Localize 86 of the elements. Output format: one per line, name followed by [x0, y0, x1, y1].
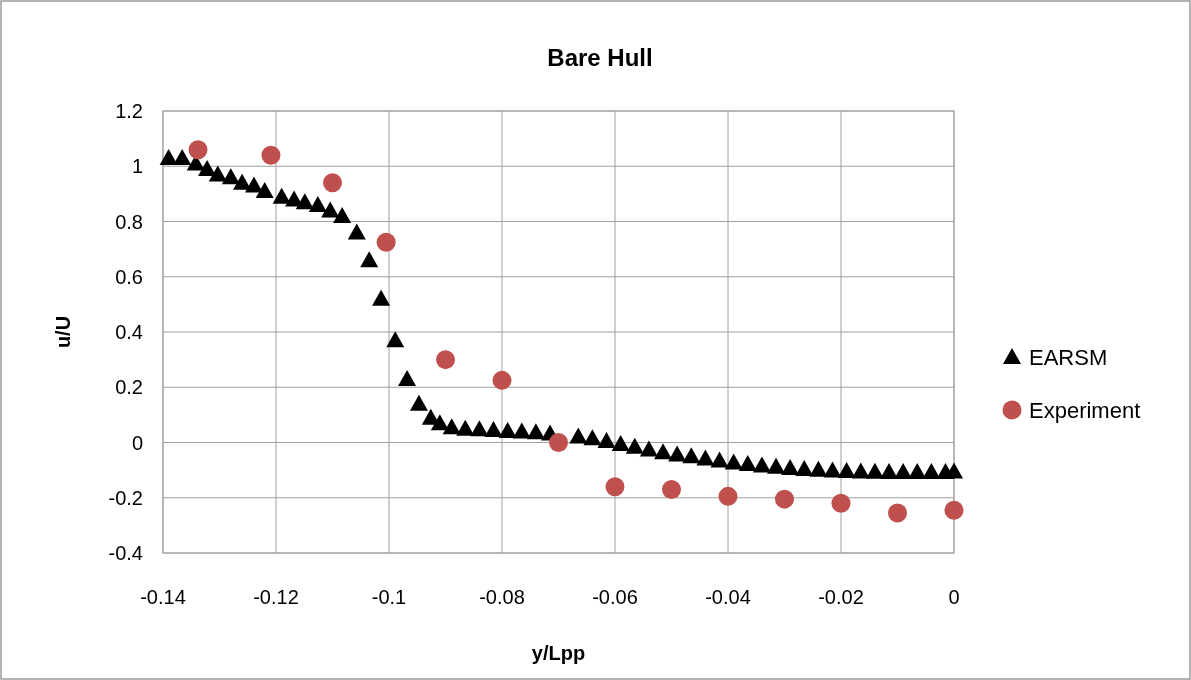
x-tick-label: -0.06 — [592, 586, 638, 608]
point — [724, 453, 743, 470]
point — [738, 455, 757, 472]
point — [583, 429, 602, 446]
point — [662, 479, 681, 499]
point — [398, 369, 417, 386]
point — [376, 232, 396, 252]
point — [775, 489, 794, 509]
point — [372, 289, 391, 306]
chart-title: Bare Hull — [547, 44, 653, 71]
point — [323, 173, 342, 193]
point — [549, 433, 568, 452]
point — [347, 223, 366, 240]
point — [272, 187, 291, 204]
point — [809, 460, 828, 477]
x-tick-label: -0.12 — [253, 586, 299, 608]
y-tick-label: -0.4 — [108, 542, 143, 564]
point — [470, 420, 489, 437]
point — [512, 422, 531, 439]
point — [639, 440, 658, 457]
point — [430, 414, 449, 431]
point — [922, 463, 941, 480]
point — [888, 503, 907, 523]
point — [625, 437, 644, 454]
point — [908, 463, 927, 480]
x-axis-title: y/Lpp — [531, 642, 586, 664]
y-tick-label: 0.2 — [115, 376, 143, 399]
y-axis-title: u/U — [52, 315, 74, 349]
point — [308, 195, 327, 212]
point — [767, 457, 786, 474]
point — [823, 461, 842, 478]
point — [261, 145, 281, 165]
y-tick-label: 1.2 — [115, 100, 143, 122]
point — [752, 456, 771, 473]
legend-label: Experiment — [1029, 398, 1141, 423]
y-tick-label: 1 — [131, 155, 143, 178]
point — [360, 251, 379, 268]
point — [865, 462, 884, 479]
point — [386, 331, 405, 348]
point — [442, 418, 461, 435]
point — [409, 394, 428, 411]
point — [436, 350, 455, 370]
point — [696, 449, 715, 466]
point — [569, 427, 588, 444]
point — [255, 182, 274, 199]
point — [597, 432, 616, 449]
y-tick-label: 0.6 — [115, 265, 143, 288]
point — [498, 421, 517, 438]
point — [611, 434, 630, 451]
point — [173, 148, 192, 165]
point — [492, 370, 512, 390]
y-tick-label: 0.8 — [115, 210, 143, 233]
point — [188, 140, 208, 160]
point — [718, 486, 738, 506]
x-tick-label: -0.1 — [371, 586, 407, 608]
legend-label: EARSM — [1029, 345, 1108, 370]
point — [605, 477, 625, 497]
point — [831, 493, 851, 513]
point — [795, 460, 814, 477]
x-tick-label: -0.02 — [818, 586, 864, 608]
point — [456, 419, 475, 436]
point — [944, 500, 964, 520]
x-tick-label: 0 — [948, 586, 960, 608]
point — [221, 168, 240, 185]
point — [526, 423, 545, 440]
point — [654, 443, 673, 460]
point — [851, 462, 870, 479]
x-tick-label: -0.08 — [479, 586, 525, 608]
point — [682, 447, 701, 464]
x-tick-label: -0.04 — [705, 586, 751, 608]
point — [333, 206, 352, 223]
point — [244, 176, 263, 193]
point — [484, 421, 503, 438]
point — [321, 201, 340, 218]
y-tick-label: -0.2 — [108, 486, 143, 509]
point — [781, 458, 800, 475]
point — [710, 451, 729, 468]
y-tick-label: 0 — [131, 431, 143, 454]
point — [894, 463, 913, 480]
point — [208, 165, 227, 182]
y-tick-label: 0.4 — [115, 321, 143, 343]
x-tick-label: -0.14 — [140, 586, 186, 608]
point — [668, 445, 687, 462]
point — [295, 193, 314, 210]
point — [159, 148, 178, 165]
point — [837, 461, 856, 478]
